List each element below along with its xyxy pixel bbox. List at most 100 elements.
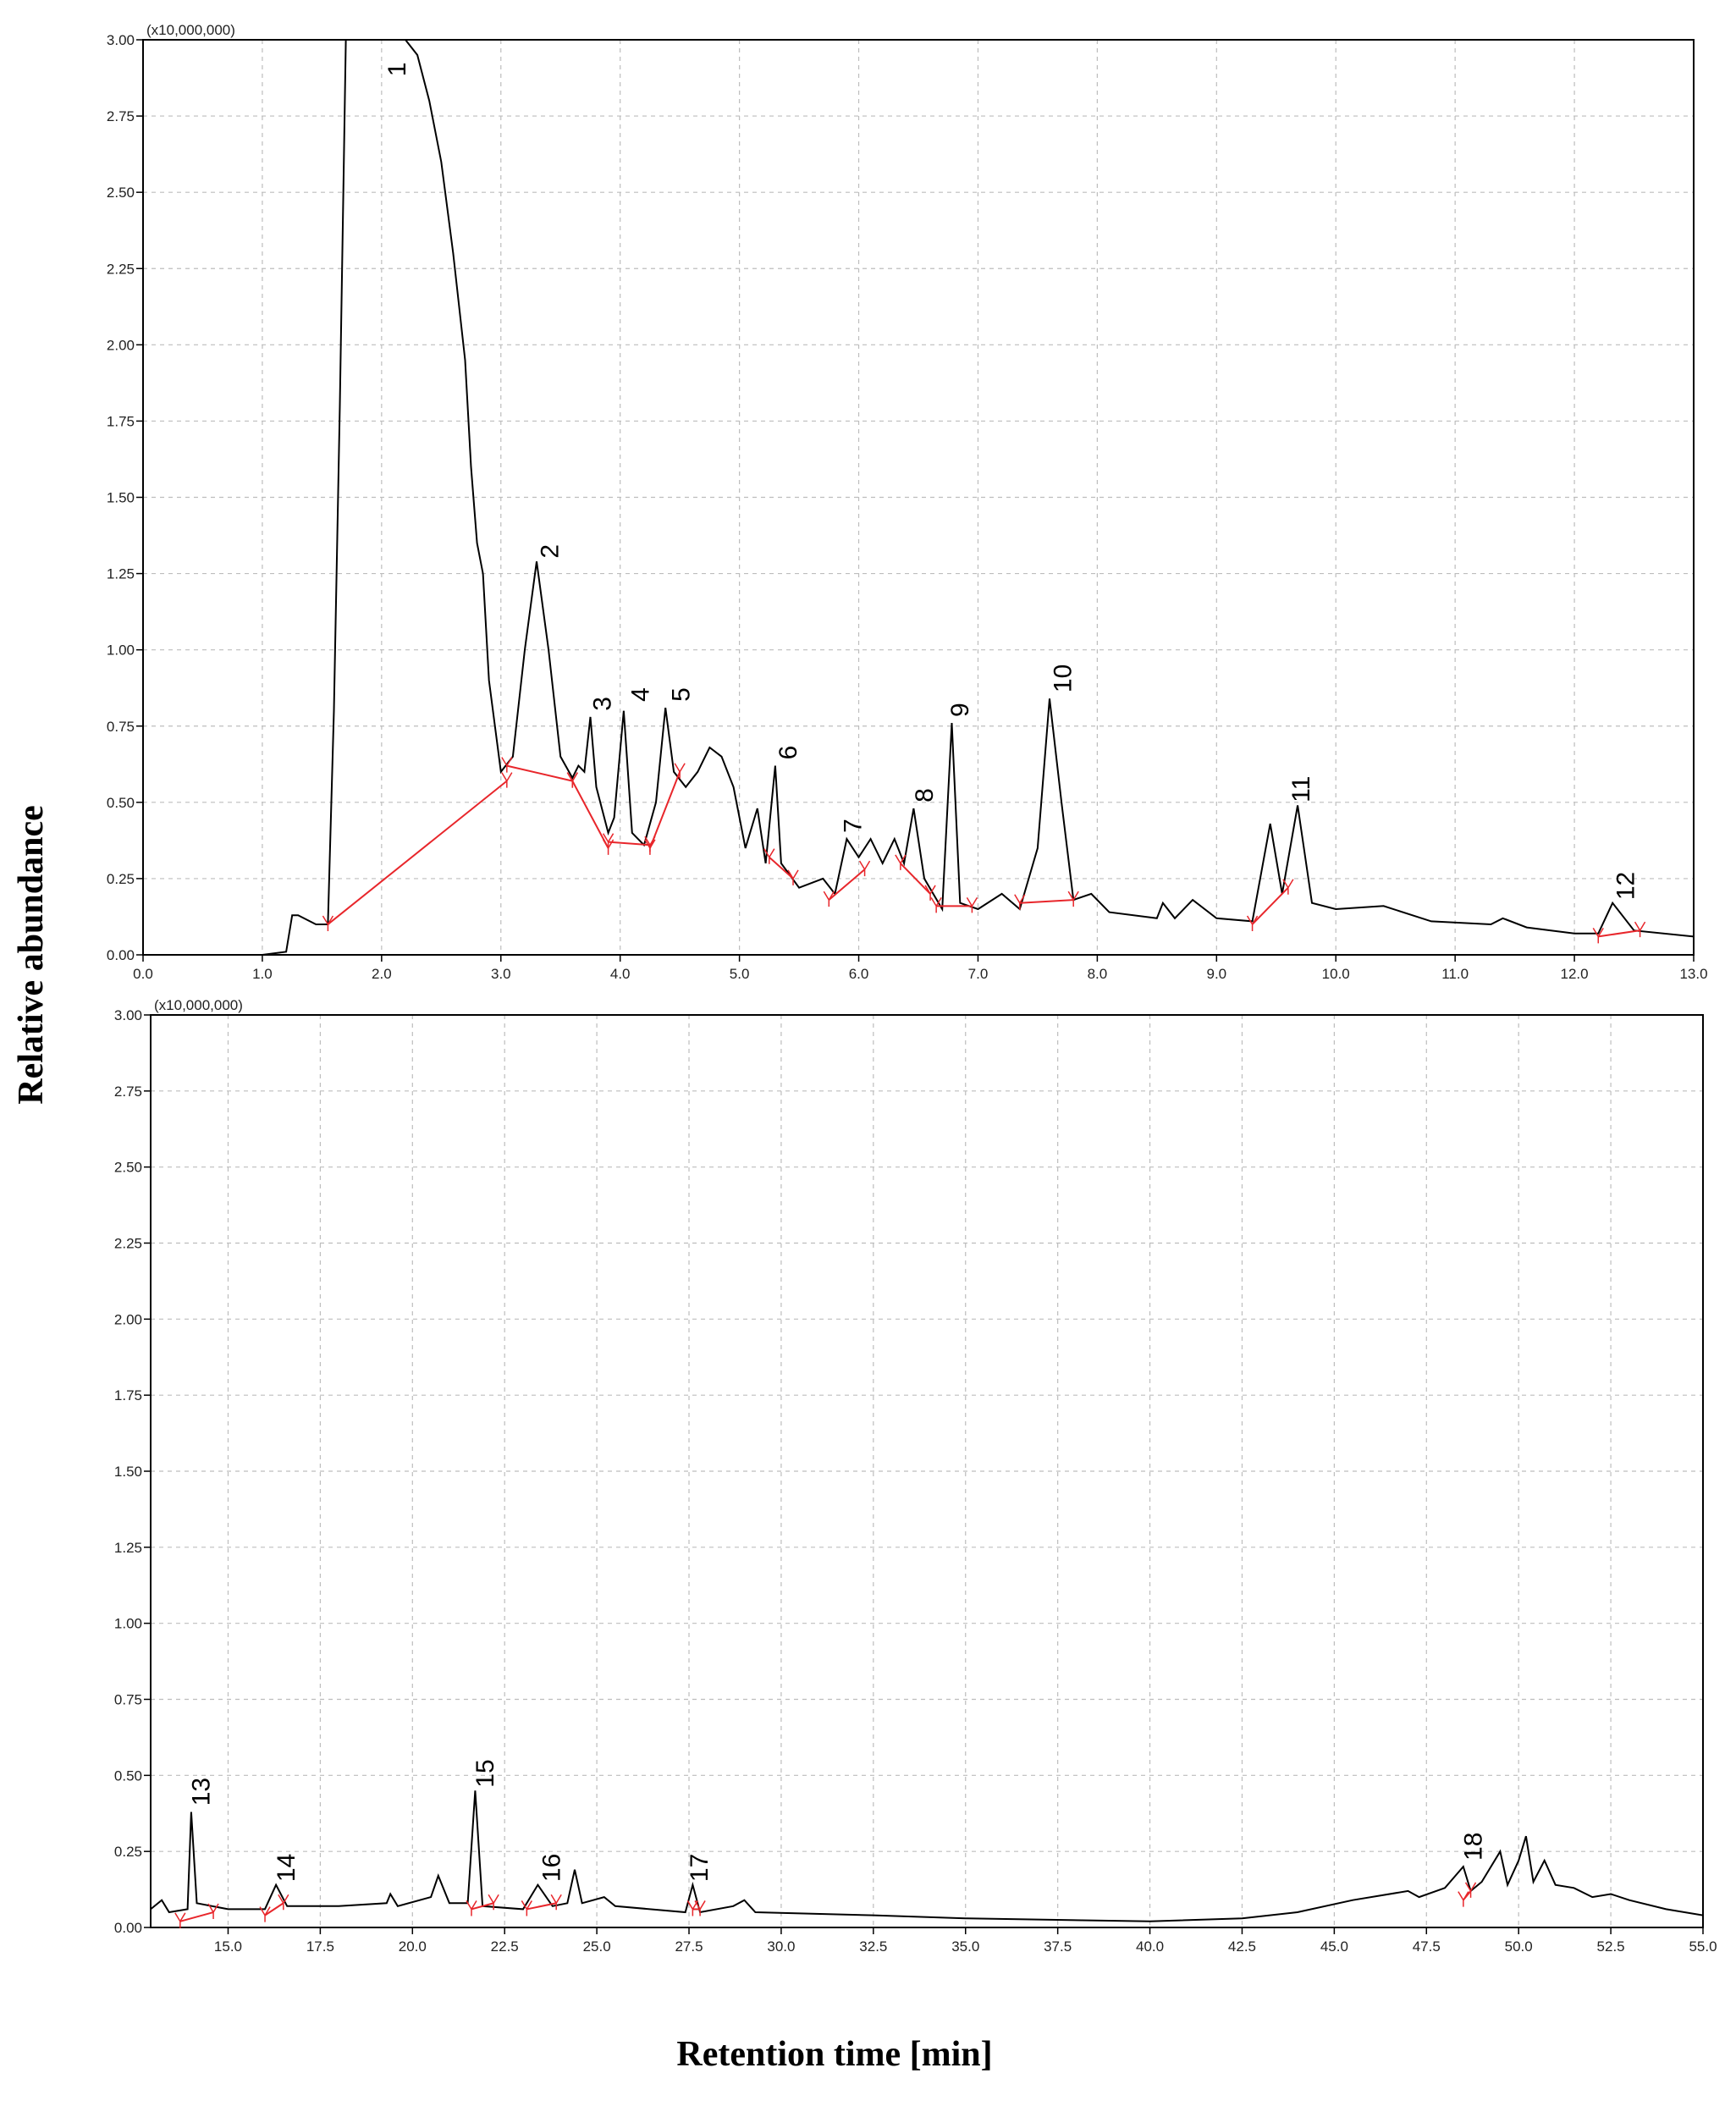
y-tick-label: 1.00 <box>114 1616 142 1632</box>
baseline-marker <box>674 763 686 779</box>
integration-baseline <box>471 1902 494 1911</box>
x-tick-label: 13.0 <box>1679 966 1707 982</box>
baseline-marker <box>644 839 656 855</box>
y-tick-label: 1.75 <box>107 413 135 429</box>
x-tick-label: 52.5 <box>1597 1938 1625 1955</box>
baseline-marker <box>602 833 614 849</box>
y-tick-label: 2.00 <box>107 337 135 353</box>
x-tick-label: 10.0 <box>1322 966 1350 982</box>
x-tick-label: 27.5 <box>675 1938 703 1955</box>
y-tick-label: 0.25 <box>114 1844 142 1860</box>
x-tick-label: 30.0 <box>767 1938 795 1955</box>
baseline-marker <box>1592 927 1604 944</box>
x-tick-label: 22.5 <box>491 1938 519 1955</box>
integration-baseline <box>179 1911 214 1922</box>
baseline-marker <box>823 891 835 907</box>
x-tick-label: 32.5 <box>859 1938 887 1955</box>
y-tick-label: 2.75 <box>107 108 135 124</box>
peak-label: 5 <box>667 687 695 702</box>
y-tick-label: 1.25 <box>107 566 135 582</box>
integration-baseline <box>648 771 681 849</box>
baseline-marker <box>501 772 513 788</box>
trace <box>143 40 1694 955</box>
baseline-marker <box>1067 891 1079 907</box>
x-axis-label: Retention time [min] <box>676 2035 992 2074</box>
peak-label: 2 <box>536 544 564 559</box>
x-tick-label: 9.0 <box>1206 966 1226 982</box>
baseline-marker <box>488 1894 499 1911</box>
y-multiplier: (x10,000,000) <box>146 22 235 38</box>
peak-label: 17 <box>686 1854 714 1882</box>
y-tick-label: 0.50 <box>114 1767 142 1784</box>
y-axis-label: Relative abundance <box>12 805 51 1105</box>
y-tick-label: 1.00 <box>107 642 135 659</box>
integration-baseline <box>828 869 866 901</box>
x-tick-label: 11.0 <box>1441 966 1469 982</box>
integration-baseline <box>327 780 508 925</box>
peak-label: 18 <box>1460 1833 1488 1861</box>
x-tick-label: 17.5 <box>306 1938 334 1955</box>
baseline-marker <box>694 1900 706 1916</box>
peak-label: 3 <box>588 697 616 711</box>
y-tick-label: 1.25 <box>114 1540 142 1556</box>
baseline-marker <box>858 860 871 877</box>
y-tick-label: 0.00 <box>107 947 135 963</box>
x-tick-label: 0.0 <box>133 966 153 982</box>
baseline-marker <box>521 1900 532 1916</box>
integration-baseline <box>526 1902 557 1911</box>
x-tick-label: 25.0 <box>583 1938 611 1955</box>
baseline-marker <box>259 1906 271 1922</box>
y-tick-label: 2.25 <box>114 1236 142 1252</box>
baseline-marker <box>1634 921 1646 938</box>
y-tick-label: 2.75 <box>114 1084 142 1100</box>
y-tick-label: 3.00 <box>114 1007 142 1023</box>
peak-label: 7 <box>839 819 867 833</box>
baseline-marker <box>1246 915 1259 931</box>
x-tick-label: 40.0 <box>1136 1938 1164 1955</box>
y-tick-label: 0.75 <box>107 719 135 735</box>
peak-label: 11 <box>1287 776 1315 802</box>
x-tick-label: 50.0 <box>1505 1938 1533 1955</box>
peak-label: 1 <box>383 63 411 77</box>
baseline-marker <box>501 757 513 773</box>
x-tick-label: 45.0 <box>1320 1938 1348 1955</box>
integration-baseline <box>264 1902 284 1916</box>
baseline-marker <box>550 1894 562 1911</box>
x-tick-label: 37.5 <box>1044 1938 1072 1955</box>
y-tick-label: 0.00 <box>114 1920 142 1936</box>
peak-label: 13 <box>188 1778 216 1806</box>
peak-label: 8 <box>911 788 939 802</box>
y-tick-label: 0.75 <box>114 1692 142 1708</box>
baseline-marker <box>1464 1882 1477 1898</box>
x-tick-label: 8.0 <box>1088 966 1108 982</box>
baseline-marker <box>174 1912 186 1928</box>
x-tick-label: 42.5 <box>1228 1938 1256 1955</box>
x-tick-label: 47.5 <box>1413 1938 1441 1955</box>
y-tick-label: 1.75 <box>114 1387 142 1403</box>
baseline-marker <box>930 896 942 913</box>
peak-label: 10 <box>1049 664 1077 692</box>
baseline-marker <box>1282 879 1294 895</box>
x-tick-label: 7.0 <box>968 966 989 982</box>
peak-label: 9 <box>946 703 974 717</box>
x-tick-label: 15.0 <box>214 1938 242 1955</box>
x-tick-label: 2.0 <box>372 966 392 982</box>
baseline-marker <box>278 1894 289 1911</box>
x-tick-label: 20.0 <box>399 1938 427 1955</box>
baseline-marker <box>763 848 775 864</box>
baseline-marker <box>566 772 578 788</box>
y-tick-label: 2.25 <box>107 261 135 277</box>
y-tick-label: 2.00 <box>114 1311 142 1327</box>
y-tick-label: 2.50 <box>114 1160 142 1176</box>
plot-frame <box>142 39 1695 956</box>
panel: 0.00 0.25 0.50 0.75 1.00 1.25 1.50 1.75 2.00 2.25… <box>114 997 1717 1955</box>
x-tick-label: 35.0 <box>951 1938 979 1955</box>
peak-label: 14 <box>273 1854 300 1882</box>
plot-frame <box>150 1014 1704 1928</box>
baseline-marker <box>322 915 334 931</box>
integration-baseline <box>1598 929 1640 938</box>
integration-baseline <box>506 764 573 782</box>
x-tick-label: 12.0 <box>1561 966 1589 982</box>
